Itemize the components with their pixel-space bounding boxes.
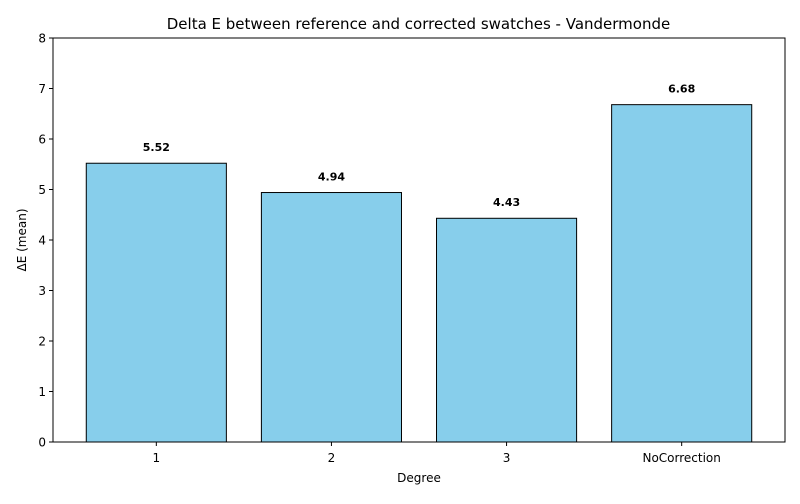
- y-tick-label: 6: [38, 133, 46, 147]
- bar-1: [85, 162, 227, 443]
- x-tick-label: NoCorrection: [642, 451, 720, 465]
- value-label: 6.68: [668, 83, 695, 96]
- x-tick-label: 2: [328, 451, 336, 465]
- y-tick-label: 1: [38, 385, 46, 399]
- y-axis-ticks: 0 1 2 3 4 5 6 7 8: [38, 32, 53, 450]
- bar-NoCorrection: [611, 104, 753, 443]
- y-tick-label: 7: [38, 82, 46, 96]
- y-tick-label: 5: [38, 183, 46, 197]
- chart-title: Delta E between reference and corrected …: [167, 15, 670, 33]
- bar-2: [260, 192, 402, 443]
- x-tick-label: 1: [153, 451, 161, 465]
- y-tick-label: 8: [38, 32, 46, 46]
- y-tick-label: 0: [38, 436, 46, 450]
- value-label: 5.52: [143, 141, 170, 154]
- y-tick-label: 3: [38, 284, 46, 298]
- bar-3: [436, 217, 578, 443]
- value-label: 4.43: [493, 196, 520, 209]
- value-label: 4.94: [318, 170, 345, 183]
- y-axis-label: ΔE (mean): [15, 209, 29, 272]
- x-axis-ticks: 1 2 3 NoCorrection: [153, 442, 721, 465]
- bars: [85, 104, 753, 443]
- x-axis-label: Degree: [397, 471, 441, 485]
- value-labels: 5.52 4.94 4.43 6.68: [143, 83, 695, 210]
- y-tick-label: 2: [38, 335, 46, 349]
- y-tick-label: 4: [38, 234, 46, 248]
- x-tick-label: 3: [503, 451, 511, 465]
- plot-frame: [52, 37, 786, 443]
